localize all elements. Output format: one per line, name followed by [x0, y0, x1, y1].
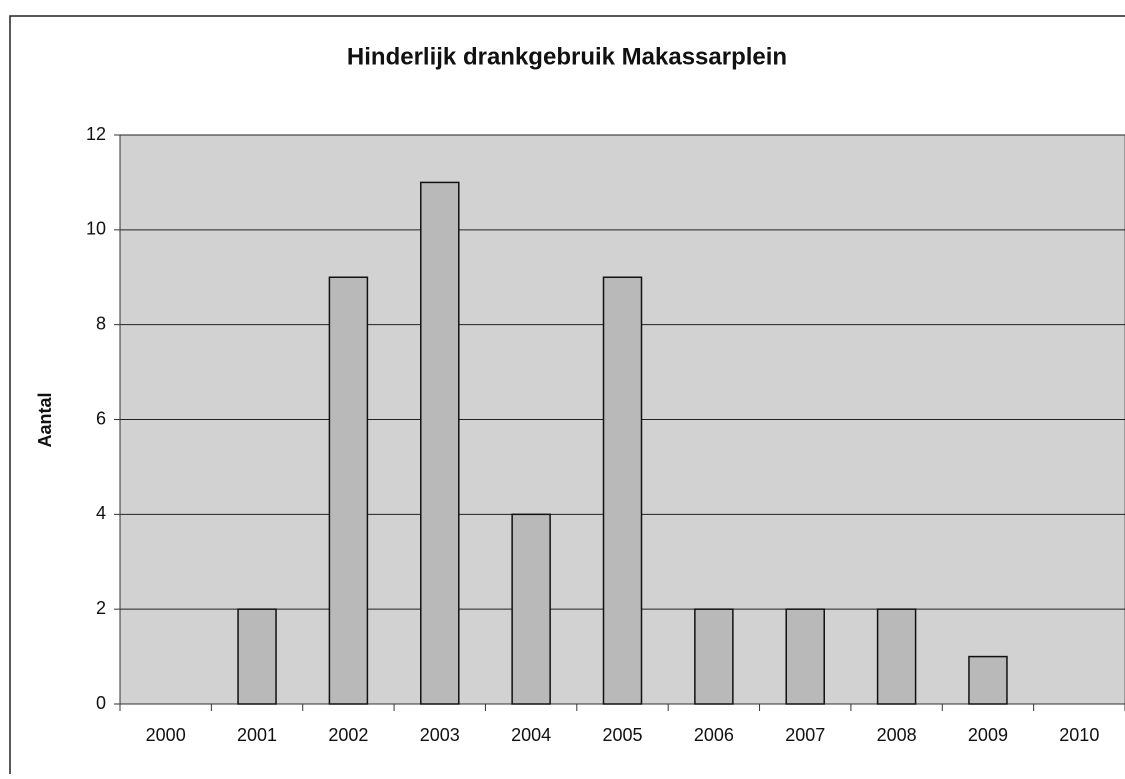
x-tick-label: 2000 [146, 725, 186, 745]
bar [602, 276, 643, 705]
x-tick-label: 2006 [694, 725, 734, 745]
y-tick-label: 2 [96, 598, 106, 618]
y-tick-label: 10 [86, 219, 106, 239]
y-tick-label: 4 [96, 503, 106, 523]
x-tick-label: 2002 [328, 725, 368, 745]
bar [420, 181, 460, 705]
x-tick-label: 2008 [877, 725, 917, 745]
bar [328, 276, 369, 705]
x-tick-label: 2001 [237, 725, 277, 745]
bar [785, 608, 825, 705]
bar [694, 608, 734, 705]
x-tick-label: 2005 [602, 725, 642, 745]
bar [876, 608, 917, 705]
y-axis-label: Aantal [35, 392, 55, 447]
y-tick-label: 6 [96, 408, 106, 428]
y-tick-label: 8 [96, 313, 106, 333]
bar [237, 608, 277, 705]
bar [511, 513, 551, 705]
y-tick-label: 0 [96, 693, 106, 713]
chart-title: Hinderlijk drankgebruik Makassarplein [347, 43, 787, 70]
x-tick-label: 2003 [420, 725, 460, 745]
x-tick-label: 2009 [968, 725, 1008, 745]
x-tick-label: 2007 [785, 725, 825, 745]
y-tick-label: 12 [86, 124, 106, 144]
x-tick-label: 2010 [1059, 725, 1099, 745]
bar [968, 655, 1008, 705]
x-tick-label: 2004 [511, 725, 551, 745]
